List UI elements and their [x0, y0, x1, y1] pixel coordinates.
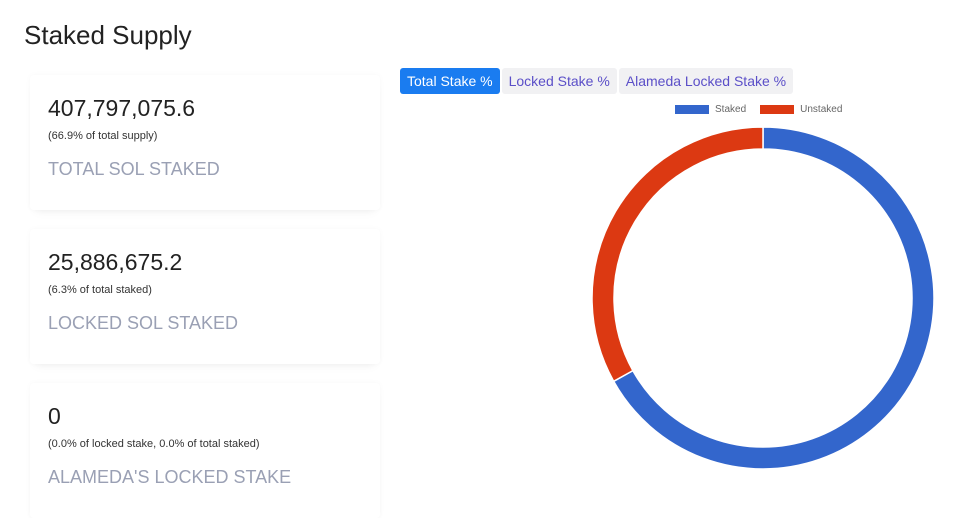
card-label: ALAMEDA'S LOCKED STAKE	[48, 467, 292, 487]
tab-total-stake[interactable]: Total Stake %	[400, 68, 500, 94]
chart-tabs: Total Stake % Locked Stake % Alameda Loc…	[400, 68, 794, 94]
legend-label-unstaked[interactable]: Unstaked	[800, 104, 843, 115]
tab-alameda-locked-stake[interactable]: Alameda Locked Stake %	[618, 68, 794, 94]
card-subtext: (66.9% of total supply)	[48, 130, 158, 142]
card-value: 25,886,675.2	[48, 249, 183, 275]
card-label: TOTAL SOL STAKED	[48, 159, 220, 179]
tab-locked-stake[interactable]: Locked Stake %	[501, 68, 617, 94]
card-value: 407,797,075.6	[48, 95, 196, 121]
slice-unstaked[interactable]	[591, 126, 764, 383]
card-label: LOCKED SOL STAKED	[48, 313, 239, 333]
card-subtext: (0.0% of locked stake, 0.0% of total sta…	[48, 438, 260, 450]
card-subtext: (6.3% of total staked)	[48, 284, 152, 296]
locked-sol-staked-card: 25,886,675.2 (6.3% of total staked) LOCK…	[30, 229, 380, 364]
chart-legend: Staked Unstaked	[675, 104, 842, 115]
card-value: 0	[48, 403, 61, 429]
page-title: Staked Supply	[24, 20, 192, 50]
alameda-locked-stake-card: 0 (0.0% of locked stake, 0.0% of total s…	[30, 383, 380, 518]
total-sol-staked-card: 407,797,075.6 (66.9% of total supply) TO…	[30, 75, 380, 210]
legend-label-staked[interactable]: Staked	[715, 104, 747, 115]
legend-swatch-staked[interactable]	[675, 105, 709, 114]
legend-swatch-unstaked[interactable]	[760, 105, 795, 114]
